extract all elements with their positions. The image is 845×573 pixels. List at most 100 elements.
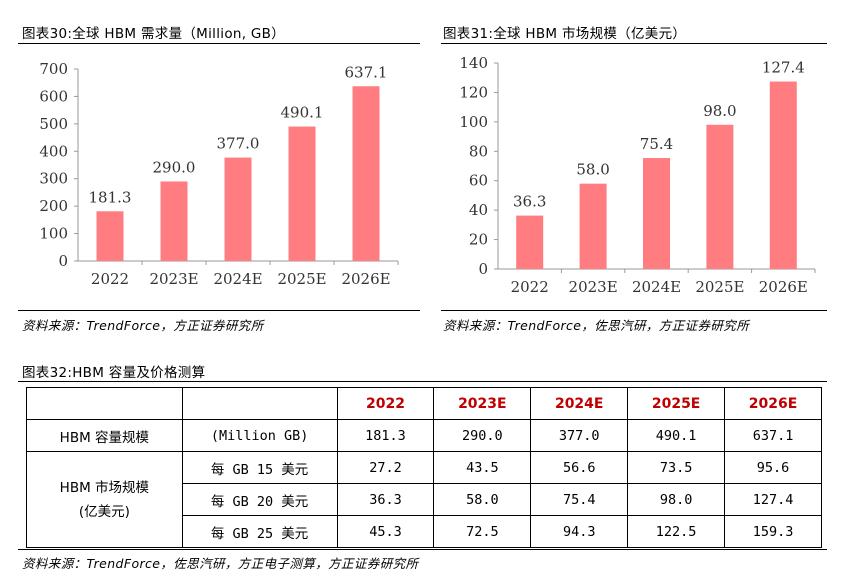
table-cell: 95.6 <box>724 451 822 484</box>
table-cell: 27.2 <box>336 451 435 484</box>
figure31-bar <box>516 215 544 269</box>
figure31-y-tick-label: 100 <box>459 113 488 131</box>
figure32-bottom-rule <box>18 549 827 550</box>
figure30-chart: 0 100 200 300 400 500 600 700 2022 181.3 2023E 290.… <box>18 46 420 308</box>
figure31-title: 图表31:全球 HBM 市场规模（亿美元） <box>443 26 687 42</box>
price-label: 每 GB 20 美元 <box>181 483 338 516</box>
figure31-bar <box>579 183 607 269</box>
table-cell: 36.3 <box>336 483 435 516</box>
figure31-chart-svg: 0 20 40 60 80 100 120 140 2022 36.3 2023E 58.0 2024E… <box>459 54 816 296</box>
figure30-y-tick-label: 600 <box>39 87 68 105</box>
figure31-data-label: 36.3 <box>513 193 546 211</box>
figure31-data-label: 75.4 <box>640 135 673 153</box>
table-cell: 490.1 <box>627 419 726 452</box>
figure30-chart-svg: 0 100 200 300 400 500 600 700 2022 181.3 2023E 290.… <box>39 60 399 288</box>
figure30-x-tick-label: 2025E <box>277 270 326 288</box>
table-cell: 45.3 <box>336 515 435 548</box>
table-cell: 637.1 <box>724 419 822 452</box>
table-row-market-20: 每 GB 20 美元 36.3 58.0 75.4 98.0 127.4 <box>27 483 822 516</box>
table-cell: 377.0 <box>530 419 629 452</box>
header-year: 2026E <box>724 387 822 420</box>
figure30-bar <box>352 86 380 262</box>
figure30-y-tick-label: 500 <box>39 115 68 133</box>
table-cell: 58.0 <box>433 483 532 516</box>
table-header-row: 2022 2023E 2024E 2025E 2026E <box>26 387 822 420</box>
figure30-data-label: 181.3 <box>89 188 132 206</box>
figure31-x-tick-label: 2024E <box>632 278 681 296</box>
market-label-line1: HBM 市场规模 <box>59 479 150 496</box>
figure30-x-tick-label: 2022 <box>91 270 129 288</box>
figure30-y-tick-label: 0 <box>58 252 68 270</box>
figure31-y-tick-label: 60 <box>469 172 488 190</box>
figure32-top-rule <box>18 381 827 382</box>
price-label: 每 GB 15 美元 <box>181 451 338 484</box>
table-row-market-15: HBM 市场规模 (亿美元) 每 GB 15 美元 27.2 43.5 56.6… <box>26 451 822 548</box>
header-year: 2022 <box>336 387 435 420</box>
figure31-data-label: 58.0 <box>576 161 609 179</box>
figure30-y-tick-label: 300 <box>39 170 68 188</box>
capacity-label: HBM 容量规模 <box>26 419 183 452</box>
figure30-bottom-rule <box>18 310 420 311</box>
figure31-source: 资料来源：TrendForce，佐思汽研，方正证券研究所 <box>443 318 750 333</box>
figure31-bar <box>643 158 670 269</box>
figure30-data-label: 290.0 <box>153 158 196 176</box>
figure30-data-label: 637.1 <box>345 63 388 81</box>
figure30-y-tick-label: 100 <box>39 225 68 243</box>
figure31-y-tick-label: 120 <box>459 83 488 101</box>
figure30-bar <box>288 126 316 261</box>
figure30-bar <box>160 181 188 261</box>
figure31-top-rule <box>441 43 827 44</box>
table-row-market-25: 每 GB 25 美元 45.3 72.5 94.3 122.5 159.3 <box>27 515 822 548</box>
figure32-title: 图表32:HBM 容量及价格测算 <box>22 365 206 381</box>
header-year: 2023E <box>433 387 532 420</box>
table-cell: 98.0 <box>627 483 726 516</box>
figure31-y-tick-label: 140 <box>459 54 488 72</box>
figure31-y-tick-label: 20 <box>469 231 488 249</box>
figure31-bar <box>706 124 734 269</box>
table-cell: 43.5 <box>433 451 532 484</box>
figure31-chart: 0 20 40 60 80 100 120 140 2022 36.3 2023E 58.0 2024E… <box>441 46 827 308</box>
header-year: 2024E <box>530 387 629 420</box>
header-year: 2025E <box>627 387 726 420</box>
figure30-bar <box>224 157 252 261</box>
figure31-y-tick-label: 80 <box>469 142 488 160</box>
hbm-capacity-price-table: 2022 2023E 2024E 2025E 2026E HBM 容量规模 (M… <box>26 387 822 548</box>
table-cell: 73.5 <box>627 451 726 484</box>
figure31-y-tick-label: 0 <box>478 260 488 278</box>
figure31-x-tick-label: 2023E <box>569 278 618 296</box>
header-empty-cell <box>26 387 183 420</box>
figure31-data-label: 127.4 <box>762 59 805 77</box>
market-label-line2: (亿美元) <box>78 503 130 520</box>
figure30-x-tick-label: 2026E <box>341 270 390 288</box>
table-cell: 181.3 <box>336 419 435 452</box>
price-label: 每 GB 25 美元 <box>181 515 338 548</box>
figure30-bar <box>96 211 124 261</box>
capacity-unit: (Million GB) <box>181 419 338 452</box>
table-row-capacity: HBM 容量规模 (Million GB) 181.3 290.0 377.0 … <box>26 419 822 452</box>
figure31-y-tick-label: 40 <box>469 201 488 219</box>
figure31-bottom-rule <box>441 310 827 311</box>
figure30-y-tick-label: 200 <box>39 197 68 215</box>
table-cell: 75.4 <box>530 483 629 516</box>
figure30-title: 图表30:全球 HBM 需求量（Million, GB） <box>22 26 286 42</box>
figure30-source: 资料来源：TrendForce，方正证券研究所 <box>22 318 264 333</box>
figure30-data-label: 490.1 <box>281 104 324 122</box>
table-cell: 127.4 <box>724 483 822 516</box>
figure30-data-label: 377.0 <box>217 135 260 153</box>
figure31-bar <box>769 81 797 269</box>
figure30-y-tick-label: 400 <box>39 142 68 160</box>
figure32-source: 资料来源：TrendForce，佐思汽研，方正电子测算，方正证券研究所 <box>22 556 419 571</box>
market-label: HBM 市场规模 (亿美元) <box>26 451 183 548</box>
table-cell: 290.0 <box>433 419 532 452</box>
figure31-x-tick-label: 2025E <box>695 278 744 296</box>
table-cell: 94.3 <box>530 515 629 548</box>
figure30-x-tick-label: 2023E <box>149 270 198 288</box>
figure30-y-tick-label: 700 <box>39 60 68 78</box>
figure31-data-label: 98.0 <box>703 102 736 120</box>
table-cell: 56.6 <box>530 451 629 484</box>
figure30-x-tick-label: 2024E <box>213 270 262 288</box>
header-empty-cell <box>181 387 338 420</box>
table-cell: 159.3 <box>724 515 822 548</box>
table-cell: 72.5 <box>433 515 532 548</box>
figure31-x-tick-label: 2022 <box>511 278 549 296</box>
